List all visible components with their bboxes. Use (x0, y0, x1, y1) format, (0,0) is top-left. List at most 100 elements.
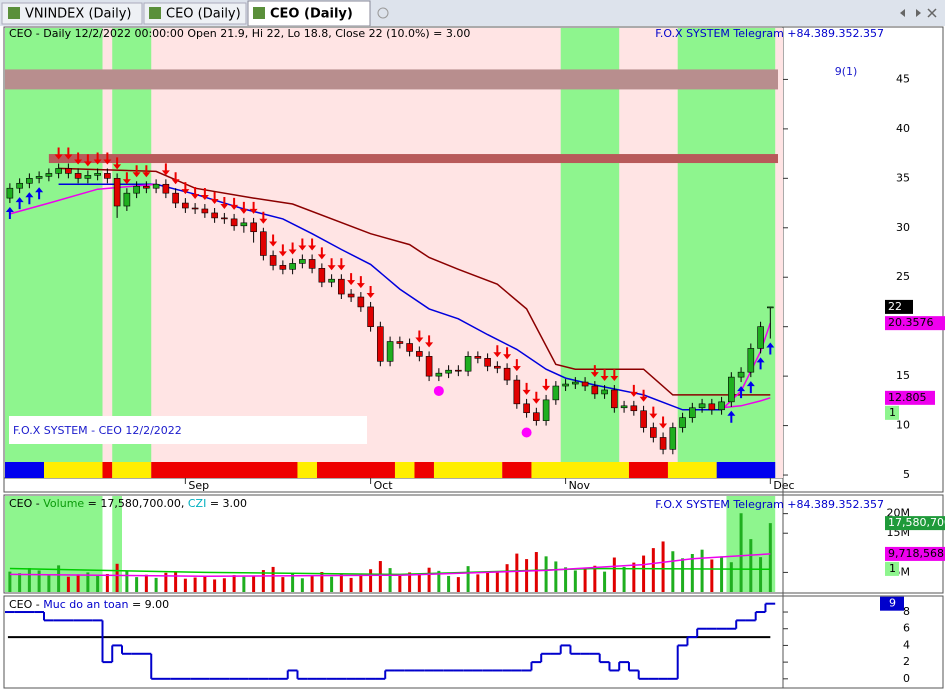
volume-bar (105, 573, 109, 592)
sell-arrow (415, 330, 424, 343)
sell-arrow (542, 378, 551, 391)
candle-body (104, 173, 111, 179)
volume-bar (632, 562, 636, 592)
title-part: CZI (188, 497, 206, 510)
volume-bar (378, 561, 382, 592)
tab-active[interactable] (247, 0, 371, 27)
volume-bar (8, 571, 12, 592)
volume-bar (174, 571, 178, 592)
candle-body (581, 381, 589, 387)
candle-body (74, 173, 82, 179)
buy-arrow (746, 381, 755, 394)
tab[interactable] (1, 2, 143, 25)
volume-bar (349, 577, 353, 592)
sell-arrow (142, 165, 151, 178)
volume-bar (564, 567, 568, 592)
candle-body (689, 407, 696, 418)
chart-title: CEO - Volume = 17,580,700.00, CZI = 3.00 (9, 497, 247, 510)
volume-bar (66, 576, 70, 592)
new-tab[interactable] (377, 7, 389, 19)
sell-arrow (230, 197, 239, 210)
candle-body (299, 259, 306, 264)
buy-arrow (35, 187, 44, 200)
tab-icon (253, 7, 265, 19)
candle-body (698, 403, 706, 409)
tab-label: VNINDEX (Daily) (25, 7, 131, 22)
candle-body (757, 326, 764, 349)
candle-body (386, 341, 394, 362)
volume-bar (554, 561, 558, 592)
volume-bar (261, 570, 265, 592)
sell-arrow (259, 211, 268, 224)
candle-body (620, 405, 628, 409)
close-button[interactable] (927, 8, 937, 18)
volume-bar (164, 572, 168, 592)
buy-arrow (756, 357, 765, 370)
tab-label: CEO (Daily) (270, 7, 353, 22)
sell-arrow (220, 196, 229, 209)
sell-arrow (64, 147, 73, 160)
candle-body (152, 183, 160, 189)
volume-bar (456, 577, 460, 592)
volume-bar (486, 572, 490, 592)
ma-label-box (885, 546, 945, 561)
state-strip (414, 462, 434, 478)
state-strip (297, 462, 317, 478)
volume-bar (681, 558, 685, 592)
volume-bar (330, 576, 334, 592)
candle-body (45, 173, 53, 177)
title-part: Volume (43, 497, 84, 510)
x-tick-label: Nov (569, 479, 591, 492)
volume-label-box (885, 516, 945, 531)
volume-bar (242, 576, 246, 592)
candle-body (113, 178, 121, 207)
candle-body (240, 222, 248, 227)
candle-body (474, 356, 482, 359)
sell-arrow (600, 369, 609, 382)
title-part: = 9.00 (128, 598, 169, 611)
tab[interactable] (143, 2, 247, 25)
x-tick-label: Sep (188, 479, 209, 492)
candle-body (669, 427, 677, 450)
ma-label: 9,718,568 (888, 547, 944, 560)
trend-zone (112, 28, 152, 478)
candle-body (221, 217, 228, 220)
scroll-right[interactable] (916, 9, 921, 17)
panel-frame (3, 494, 944, 594)
sell-arrow (649, 406, 658, 419)
volume-bar (115, 563, 119, 592)
candle-body (718, 401, 725, 411)
sell-arrow (317, 247, 326, 260)
sell-arrow (356, 276, 365, 289)
last-price: 22 (888, 300, 902, 313)
state-strip (628, 462, 668, 478)
volume-bar (505, 564, 509, 592)
candle-body (55, 168, 62, 174)
candle-body (26, 178, 33, 184)
panel-frame (3, 26, 944, 493)
candle-body (737, 371, 745, 378)
volume-bar (203, 576, 207, 592)
volume-bar (593, 565, 597, 592)
volume-bar (183, 578, 187, 592)
candle-body (533, 412, 540, 421)
candle-body (35, 176, 43, 179)
scroll-left[interactable] (900, 9, 905, 17)
candle-body (338, 278, 345, 295)
buy-arrow (25, 192, 34, 205)
sell-arrow (512, 359, 521, 372)
volume-bar (76, 574, 80, 592)
state-strip (102, 462, 113, 478)
candle-body (416, 351, 423, 357)
trend-zone (5, 28, 103, 478)
level-band (5, 69, 778, 90)
y-tick-label: 35 (896, 171, 910, 184)
candle-body (143, 185, 150, 189)
sell-arrow (132, 165, 141, 178)
sell-arrow (659, 416, 668, 429)
volume-bar (193, 577, 197, 592)
volume-bar (749, 539, 753, 592)
candle-body (630, 405, 638, 412)
